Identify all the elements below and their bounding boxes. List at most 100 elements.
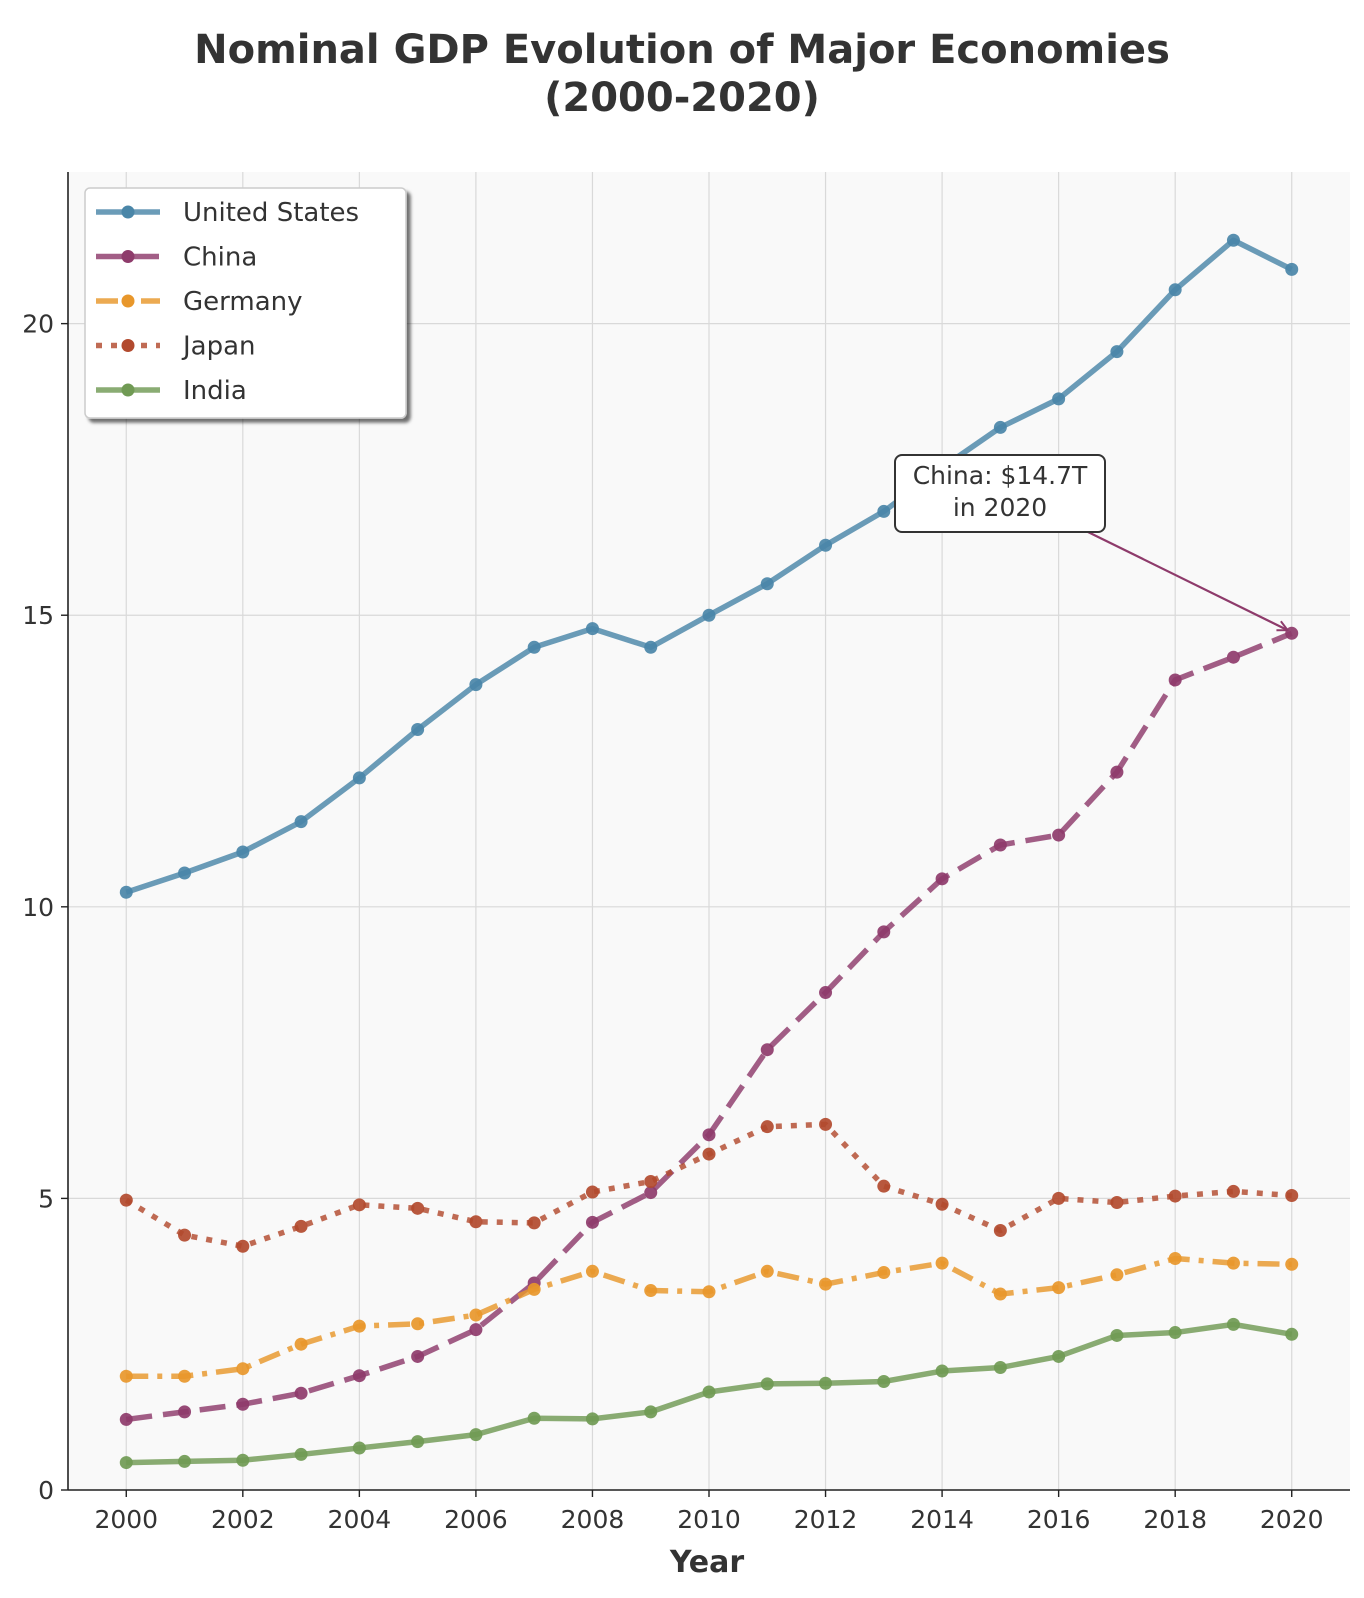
data-point-japan-2018 bbox=[1168, 1189, 1182, 1203]
data-point-germany-2001 bbox=[178, 1369, 192, 1383]
data-point-india-2018 bbox=[1168, 1326, 1182, 1340]
data-point-united-states-2011 bbox=[760, 577, 774, 591]
series-china bbox=[119, 626, 1299, 1426]
data-point-japan-2003 bbox=[294, 1219, 308, 1233]
x-tick-label-2016: 2016 bbox=[1027, 1505, 1091, 1534]
annotation-text-line-1: China: $14.7T bbox=[913, 461, 1088, 490]
data-point-united-states-2000 bbox=[119, 885, 133, 899]
x-tick-label-2000: 2000 bbox=[94, 1505, 158, 1534]
data-point-germany-2002 bbox=[236, 1362, 250, 1376]
data-point-china-2015 bbox=[993, 838, 1007, 852]
legend-marker-china bbox=[121, 250, 135, 263]
legend-label-japan: Japan bbox=[181, 332, 256, 362]
legend-item-china: China bbox=[96, 243, 257, 273]
data-point-germany-2018 bbox=[1168, 1251, 1182, 1265]
data-point-united-states-2020 bbox=[1285, 262, 1299, 276]
data-point-india-2002 bbox=[236, 1453, 250, 1467]
data-point-japan-2009 bbox=[644, 1174, 658, 1188]
data-point-united-states-2002 bbox=[236, 845, 250, 859]
data-point-united-states-2001 bbox=[178, 866, 192, 880]
data-point-japan-2013 bbox=[877, 1179, 891, 1193]
data-point-germany-2014 bbox=[935, 1256, 949, 1270]
data-point-china-2014 bbox=[935, 872, 949, 886]
legend-label-germany: Germany bbox=[183, 287, 303, 317]
x-tick-label-2006: 2006 bbox=[444, 1505, 508, 1534]
legend-item-japan: Japan bbox=[96, 332, 256, 362]
data-point-india-2005 bbox=[411, 1435, 425, 1449]
legend-marker-india bbox=[121, 383, 135, 397]
data-point-germany-2004 bbox=[352, 1319, 366, 1333]
data-point-united-states-2018 bbox=[1168, 283, 1182, 297]
y-tick-label-20: 20 bbox=[22, 310, 54, 339]
data-point-united-states-2019 bbox=[1226, 233, 1240, 247]
data-point-india-2001 bbox=[178, 1454, 192, 1468]
data-point-india-2006 bbox=[469, 1428, 483, 1442]
data-point-germany-2000 bbox=[119, 1369, 133, 1383]
data-point-india-2017 bbox=[1110, 1328, 1124, 1342]
data-point-germany-2012 bbox=[819, 1277, 833, 1291]
data-point-india-2010 bbox=[702, 1385, 716, 1399]
chart-title-line-2: (2000-2020) bbox=[544, 75, 820, 121]
data-point-china-2006 bbox=[469, 1323, 483, 1337]
data-point-india-2013 bbox=[877, 1375, 891, 1389]
data-point-japan-2006 bbox=[469, 1215, 483, 1229]
data-point-united-states-2009 bbox=[644, 640, 658, 654]
data-point-japan-2010 bbox=[702, 1147, 716, 1161]
data-point-china-2018 bbox=[1168, 673, 1182, 687]
data-point-japan-2007 bbox=[527, 1216, 541, 1230]
data-point-germany-2015 bbox=[993, 1287, 1007, 1301]
data-point-japan-2020 bbox=[1285, 1188, 1299, 1202]
data-point-united-states-2006 bbox=[469, 678, 483, 692]
x-tick-label-2020: 2020 bbox=[1260, 1505, 1324, 1534]
x-tick-label-2008: 2008 bbox=[561, 1505, 625, 1534]
series-germany bbox=[119, 1251, 1299, 1383]
data-point-japan-2002 bbox=[236, 1239, 250, 1253]
legend-box bbox=[84, 187, 407, 419]
data-point-japan-2001 bbox=[178, 1228, 192, 1242]
data-point-china-2000 bbox=[119, 1412, 133, 1426]
annotation-arrow bbox=[1087, 531, 1287, 630]
data-point-china-2002 bbox=[236, 1397, 250, 1411]
data-point-japan-2005 bbox=[411, 1201, 425, 1215]
data-point-germany-2010 bbox=[702, 1285, 716, 1299]
data-point-india-2007 bbox=[527, 1411, 541, 1425]
data-point-india-2012 bbox=[819, 1376, 833, 1390]
data-point-united-states-2005 bbox=[411, 723, 425, 737]
data-point-germany-2017 bbox=[1110, 1268, 1124, 1282]
data-point-germany-2005 bbox=[411, 1317, 425, 1331]
data-point-germany-2009 bbox=[644, 1284, 658, 1298]
x-tick-label-2014: 2014 bbox=[910, 1505, 974, 1534]
data-point-japan-2014 bbox=[935, 1197, 949, 1211]
data-point-germany-2019 bbox=[1226, 1256, 1240, 1270]
y-tick-label-15: 15 bbox=[22, 601, 54, 630]
data-point-japan-2016 bbox=[1052, 1191, 1066, 1205]
data-point-germany-2020 bbox=[1285, 1257, 1299, 1271]
x-tick-label-2012: 2012 bbox=[794, 1505, 858, 1534]
data-point-united-states-2017 bbox=[1110, 345, 1124, 359]
data-point-india-2019 bbox=[1226, 1317, 1240, 1331]
data-point-india-2016 bbox=[1052, 1349, 1066, 1363]
legend-item-india: India bbox=[96, 376, 247, 406]
y-tick-label-10: 10 bbox=[22, 893, 54, 922]
annotation-text-line-2: in 2020 bbox=[953, 493, 1047, 522]
data-point-india-2011 bbox=[760, 1377, 774, 1391]
data-point-united-states-2008 bbox=[585, 622, 599, 636]
chart-title-line-1: Nominal GDP Evolution of Major Economies bbox=[194, 27, 1170, 73]
data-point-united-states-2013 bbox=[877, 504, 891, 518]
legend-label-united-states: United States bbox=[183, 198, 359, 228]
data-point-china-2012 bbox=[819, 986, 833, 1000]
data-point-united-states-2007 bbox=[527, 640, 541, 654]
data-point-china-2005 bbox=[411, 1349, 425, 1363]
data-point-germany-2013 bbox=[877, 1265, 891, 1279]
data-point-germany-2007 bbox=[527, 1282, 541, 1296]
data-point-germany-2011 bbox=[760, 1264, 774, 1278]
series-india bbox=[119, 1317, 1299, 1470]
data-point-japan-2000 bbox=[119, 1193, 133, 1207]
data-point-china-2017 bbox=[1110, 765, 1124, 779]
data-point-japan-2017 bbox=[1110, 1195, 1124, 1209]
data-point-india-2004 bbox=[352, 1441, 366, 1455]
data-point-germany-2008 bbox=[585, 1264, 599, 1278]
chart-title: Nominal GDP Evolution of Major Economies… bbox=[0, 26, 1364, 122]
data-point-china-2004 bbox=[352, 1369, 366, 1383]
